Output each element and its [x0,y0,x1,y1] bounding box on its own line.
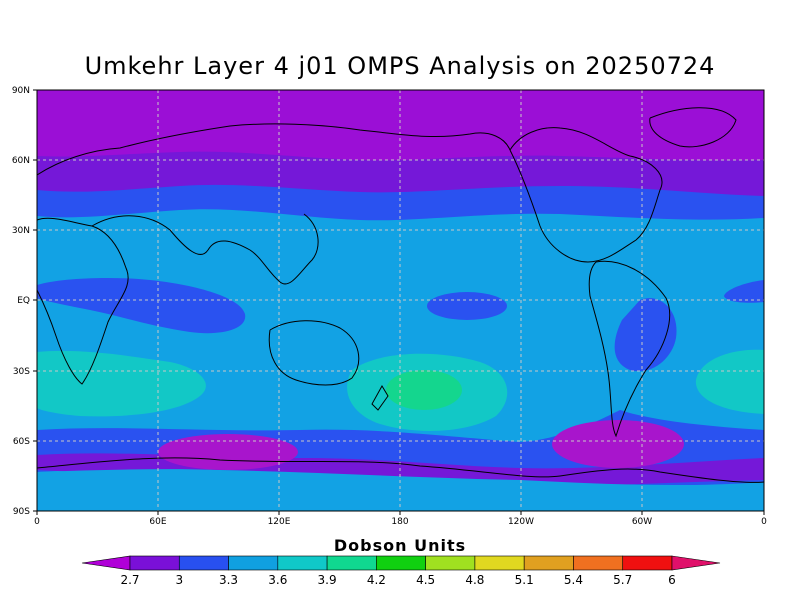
y-tick-label: 30N [12,226,30,236]
y-tick-label: 60S [13,437,30,447]
contour-2.7-arctic [37,90,764,161]
x-tick-label: 0 [34,517,40,527]
colorbar-level-label: 3.3 [219,573,238,587]
y-tick-label: 60N [12,156,30,166]
y-tick-label: 30S [13,367,30,377]
colorbar-level-label: 6 [668,573,676,587]
colorbar-swatch [425,555,476,571]
colorbar-level-label: 3 [175,573,183,587]
colorbar-swatch [129,555,180,571]
colorbar-swatch [671,555,721,571]
colorbar-swatch [81,555,131,571]
colorbar-level-label: 2.7 [120,573,139,587]
colorbar-swatch [228,555,279,571]
x-tick-label: 0 [761,517,767,527]
colorbar-level-label: 4.5 [416,573,435,587]
contour-2.7-indian [158,434,298,470]
y-tick-label: 90N [12,86,30,96]
grid [37,90,764,511]
colorbar-level-label: 4.8 [465,573,484,587]
y-tick-label: 90S [13,507,30,517]
colorbar-level-label: 3.9 [318,573,337,587]
colorbar: 2.7 3 3.3 3.6 3.9 4.2 4.5 4.8 5.1 5.4 5.7 6 [81,555,721,587]
x-tick-label: 120W [508,517,534,527]
colorbar-level-label: 5.4 [564,573,583,587]
y-tick-labels: 90N 60N 30N EQ 30S 60S 90S [12,86,30,517]
colorbar-swatch [326,555,377,571]
x-tick-labels: 0 60E 120E 180 120W 60W 0 [34,517,767,527]
contour-3.6-antarctic [37,469,764,511]
x-tick-label: 60W [632,517,652,527]
contour-3.9-africa [37,350,206,417]
colorbar-title: Dobson Units [333,536,467,555]
coastlines [37,107,764,483]
map-title: Umkehr Layer 4 j01 OMPS Analysis on 2025… [84,52,716,80]
colorbar-swatch [178,555,229,571]
colorbar-level-label: 3.6 [268,573,287,587]
x-tick-label: 180 [391,517,408,527]
contour-3.3-indian [37,277,246,334]
contour-3.3-pacific [427,292,507,320]
contour-3.9-eastatl [695,349,764,414]
x-tick-label: 60E [149,517,166,527]
colorbar-swatch [523,555,574,571]
axis-ticks [33,89,765,515]
contour-2.7-atlantic [552,420,684,468]
colorbar-swatch [376,555,426,571]
colorbar-swatch [622,555,673,571]
contour-3.3-samerica [614,298,677,372]
contour-4.2-pacific [386,370,462,410]
y-tick-label: EQ [17,296,30,306]
colorbar-swatch [474,555,525,571]
contour-3.3-westafrica [724,280,764,303]
x-tick-label: 120E [268,517,291,527]
colorbar-level-label: 5.7 [613,573,632,587]
colorbar-swatch [277,555,328,571]
colorbar-level-label: 4.2 [367,573,386,587]
colorbar-swatch [573,555,624,571]
colorbar-level-label: 5.1 [515,573,534,587]
